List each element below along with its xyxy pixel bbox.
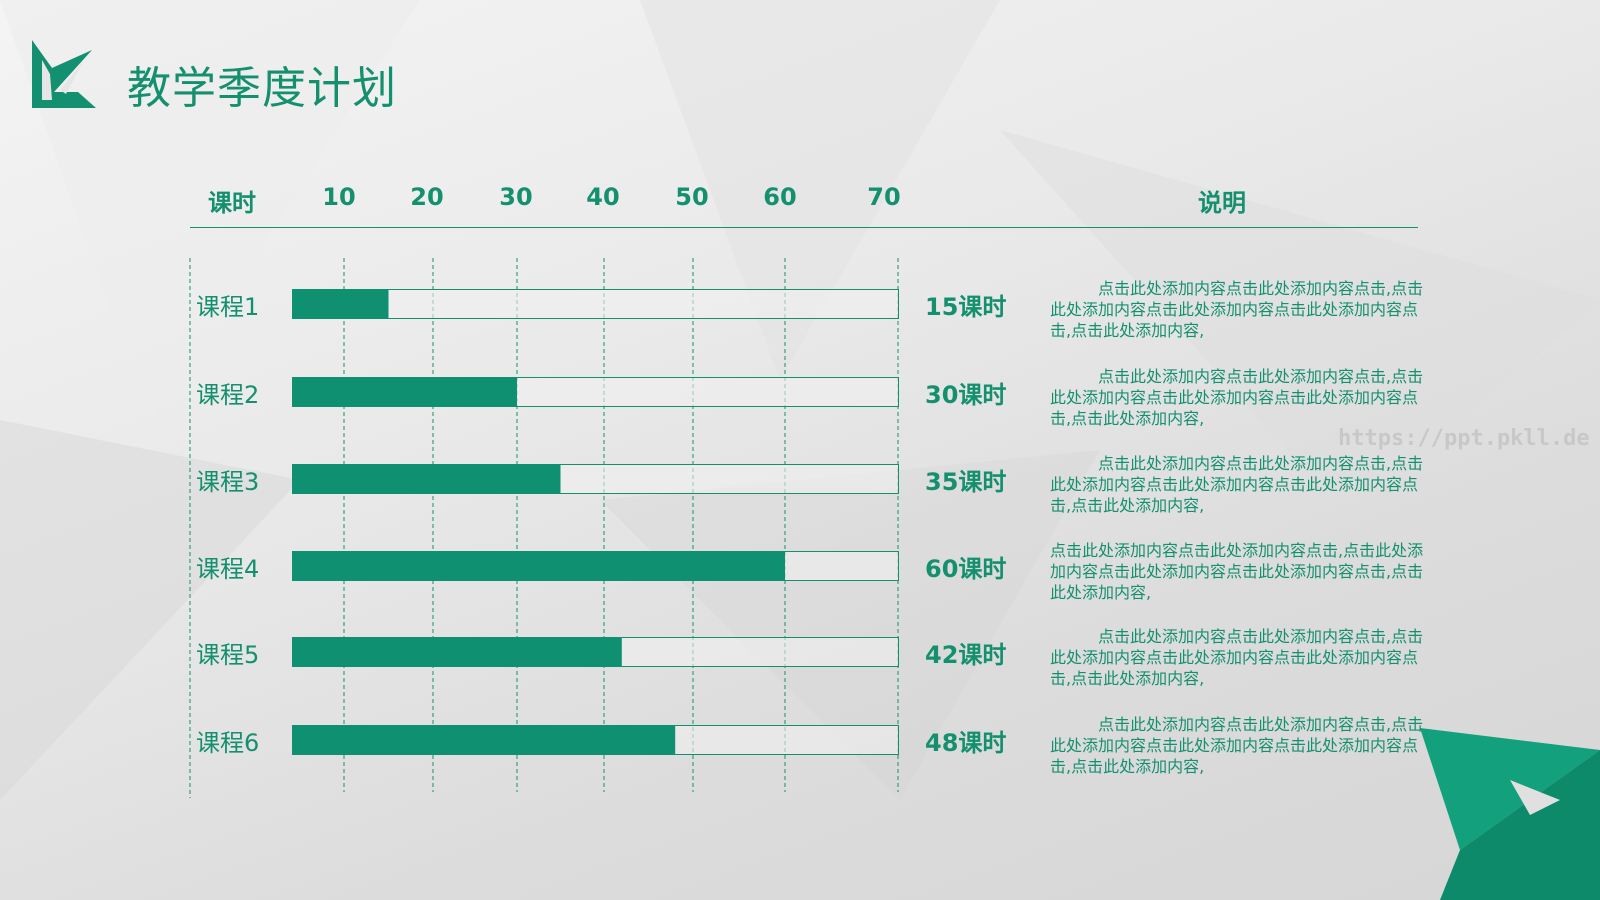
x-tick-label: 30	[499, 183, 533, 211]
header-description: 说明	[1198, 189, 1246, 217]
x-tick-label: 50	[675, 183, 709, 211]
value-label: 35课时	[925, 468, 1007, 496]
value-label: 60课时	[925, 555, 1007, 583]
bar	[292, 289, 389, 319]
header-hours: 课时	[208, 189, 256, 217]
x-tick-label: 20	[410, 183, 444, 211]
x-tick-label: 40	[586, 183, 620, 211]
x-tick-label: 10	[322, 183, 356, 211]
description-text: 点击此处添加内容点击此处添加内容点击,点击此处添加内容点击此处添加内容点击此处添…	[1050, 454, 1424, 515]
description-text: 点击此处添加内容点击此处添加内容点击,点击此处添加内容点击此处添加内容点击此处添…	[1050, 541, 1424, 602]
bar	[292, 377, 517, 407]
description-text: 点击此处添加内容点击此处添加内容点击,点击此处添加内容点击此处添加内容点击此处添…	[1050, 367, 1424, 428]
description-text: 点击此处添加内容点击此处添加内容点击,点击此处添加内容点击此处添加内容点击此处添…	[1050, 627, 1424, 688]
description-text: 点击此处添加内容点击此处添加内容点击,点击此处添加内容点击此处添加内容点击此处添…	[1050, 715, 1424, 776]
value-label: 48课时	[925, 729, 1007, 757]
value-label: 42课时	[925, 641, 1007, 669]
category-label: 课程4	[196, 555, 260, 583]
category-label: 课程3	[196, 468, 260, 496]
description-text: 点击此处添加内容点击此处添加内容点击,点击此处添加内容点击此处添加内容点击此处添…	[1050, 279, 1424, 340]
x-tick-label: 60	[763, 183, 797, 211]
category-label: 课程2	[196, 381, 260, 409]
category-label: 课程6	[196, 729, 260, 757]
logo-icon	[32, 40, 96, 108]
bar	[292, 551, 785, 581]
category-label: 课程5	[196, 641, 260, 669]
bar	[292, 637, 622, 667]
bar	[292, 725, 676, 755]
bar	[292, 464, 561, 494]
value-label: 30课时	[925, 381, 1007, 409]
value-label: 15课时	[925, 293, 1007, 321]
header-divider	[190, 227, 1418, 228]
watermark: https://ppt.pkll.de	[1338, 426, 1590, 451]
bar-track	[292, 289, 899, 319]
x-tick-label: 70	[867, 183, 901, 211]
page-title: 教学季度计划	[127, 63, 397, 114]
category-label: 课程1	[196, 293, 260, 321]
